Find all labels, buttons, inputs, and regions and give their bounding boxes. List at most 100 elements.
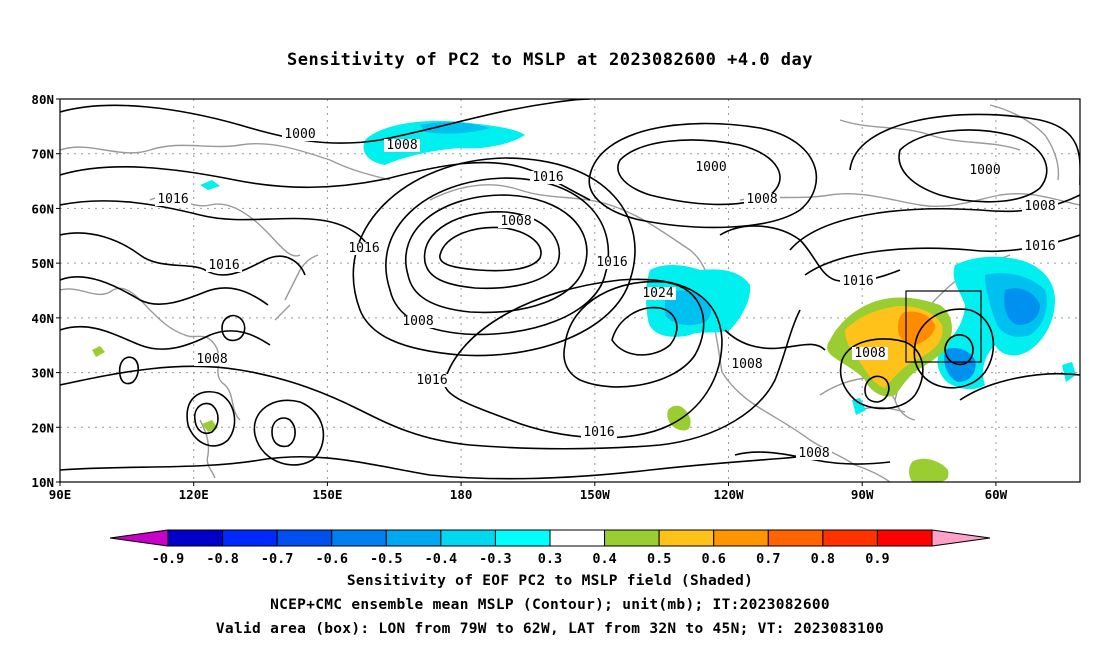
contour-label: 1016 [208, 258, 239, 273]
lon-tick-label: 90W [851, 487, 874, 502]
contour-label: 1008 [746, 192, 777, 207]
contour-asia-1008 [60, 325, 271, 350]
contour-label-bg [1022, 200, 1058, 213]
contour-high-n-1016 [60, 200, 371, 251]
contour-label-bg [744, 193, 780, 206]
caption-line-1: Sensitivity of EOF PC2 to MSLP field (Sh… [346, 573, 754, 589]
coast-greenland [989, 104, 1060, 181]
contour-1016-outer [352, 157, 636, 357]
colorbar-label: -0.8 [206, 551, 239, 567]
colorbar-label: 0.6 [702, 551, 726, 567]
contour-label: 1000 [969, 163, 1000, 178]
contour-label-bg [840, 275, 876, 288]
colorbar-swatch [385, 529, 442, 547]
contour-greenland-1000 [898, 129, 1048, 203]
contour-label: 1008 [500, 214, 531, 229]
shade-pos-south [909, 458, 949, 482]
colorbar-swatch [276, 529, 333, 547]
contour-label: 1000 [284, 127, 315, 142]
colorbar-max-arrow [931, 529, 991, 547]
contour-label: 1008 [196, 352, 227, 367]
contour-low-1004 [423, 211, 561, 290]
shade-neg-arctic [363, 120, 525, 165]
lon-tick-label: 90E [49, 487, 72, 502]
contour-ring-1 [118, 356, 140, 385]
colorbar-label: 0.3 [538, 551, 562, 567]
shade-neg-atlantic-deep [1004, 288, 1040, 325]
plot-frame [59, 98, 1081, 483]
contour-label: 1016 [532, 170, 563, 185]
contour-label-bg [194, 353, 230, 366]
contour-greenland-1008 [849, 113, 1080, 185]
colorbar-label: 0.9 [865, 551, 889, 567]
contour-ring-3 [186, 391, 236, 447]
contour-label: 1024 [642, 286, 673, 301]
colorbar-swatch [167, 529, 224, 547]
contour-ring-4 [271, 417, 296, 448]
contour-gulf-low [864, 375, 890, 403]
colorbar-label: -0.9 [152, 551, 185, 567]
colorbar-label: 0.4 [592, 551, 616, 567]
lat-tick-label: 70N [31, 147, 54, 162]
coast-japan [274, 254, 319, 321]
colorbar-label: -0.7 [261, 551, 294, 567]
contour-ring-5 [253, 399, 325, 466]
contour-labels: 1000 1008 1016 1008 1000 1008 1016 1016 1000 1008… [155, 127, 1058, 461]
colorbar-swatch [876, 529, 933, 547]
contour-label-bg [530, 171, 566, 184]
contour-ring-6 [221, 314, 246, 342]
colorbar-min-arrow [109, 529, 169, 547]
contour-asia-1016b [60, 276, 269, 306]
colorbar-swatch [222, 529, 278, 547]
colorbar-swatch [494, 529, 551, 547]
contour-atl-east-1008 [913, 308, 995, 389]
coast-alaska [429, 184, 713, 301]
contour-label: 1016 [157, 192, 188, 207]
contour-label-bg [729, 358, 765, 371]
colorbar-swatch [767, 529, 824, 547]
contour-label-bg [384, 139, 420, 152]
colorbar-swatch [549, 529, 606, 547]
shade-neg-small-3 [852, 398, 866, 415]
shade-neg-arctic-core [420, 122, 490, 134]
contour-atl-south [959, 372, 1080, 401]
contour-label: 1008 [798, 446, 829, 461]
contour-label-bg [581, 426, 617, 439]
lon-tick-label: 120E [179, 487, 209, 502]
contour-ring-2 [193, 402, 219, 435]
contour-label-bg [414, 374, 450, 387]
contour-label-bg [346, 242, 382, 255]
contour-high-1024 [611, 306, 678, 356]
contour-label-bg [852, 347, 888, 360]
contour-arctic-low-2 [588, 122, 818, 229]
contour-na-1008 [724, 329, 826, 351]
shade-neg-small-2 [1062, 362, 1076, 382]
lon-tick-label: 120W [713, 487, 744, 502]
contour-label: 1008 [402, 314, 433, 329]
contour-label-bg [206, 259, 242, 272]
colorbar-swatch [658, 529, 715, 547]
colorbar-swatch [331, 529, 387, 547]
contour-label-bg [1022, 240, 1058, 253]
contour-label: 1016 [1024, 239, 1055, 254]
contour-label: 1008 [386, 138, 417, 153]
lat-tick-label: 60N [31, 201, 54, 216]
colorbar-swatch [440, 529, 496, 547]
lat-tick-label: 10N [31, 475, 54, 490]
shade-pos-small-1 [92, 346, 105, 357]
contour-1000-arctic [60, 99, 591, 144]
contour-label: 1016 [416, 373, 447, 388]
lon-tick-label: 60W [985, 487, 1008, 502]
contour-label-bg [796, 447, 832, 460]
contour-label-bg [640, 287, 676, 300]
lat-tick-label: 30N [31, 366, 54, 381]
coast-philippines [199, 419, 216, 479]
contour-label-bg [594, 256, 630, 269]
contour-label: 1016 [596, 255, 627, 270]
contour-label-bg [155, 193, 191, 206]
lon-tick-label: 150E [312, 487, 342, 502]
contour-label: 1008 [731, 357, 762, 372]
contour-low-1008 [405, 194, 588, 314]
contour-high-1016 [443, 278, 723, 439]
lat-tick-label: 50N [31, 256, 54, 271]
